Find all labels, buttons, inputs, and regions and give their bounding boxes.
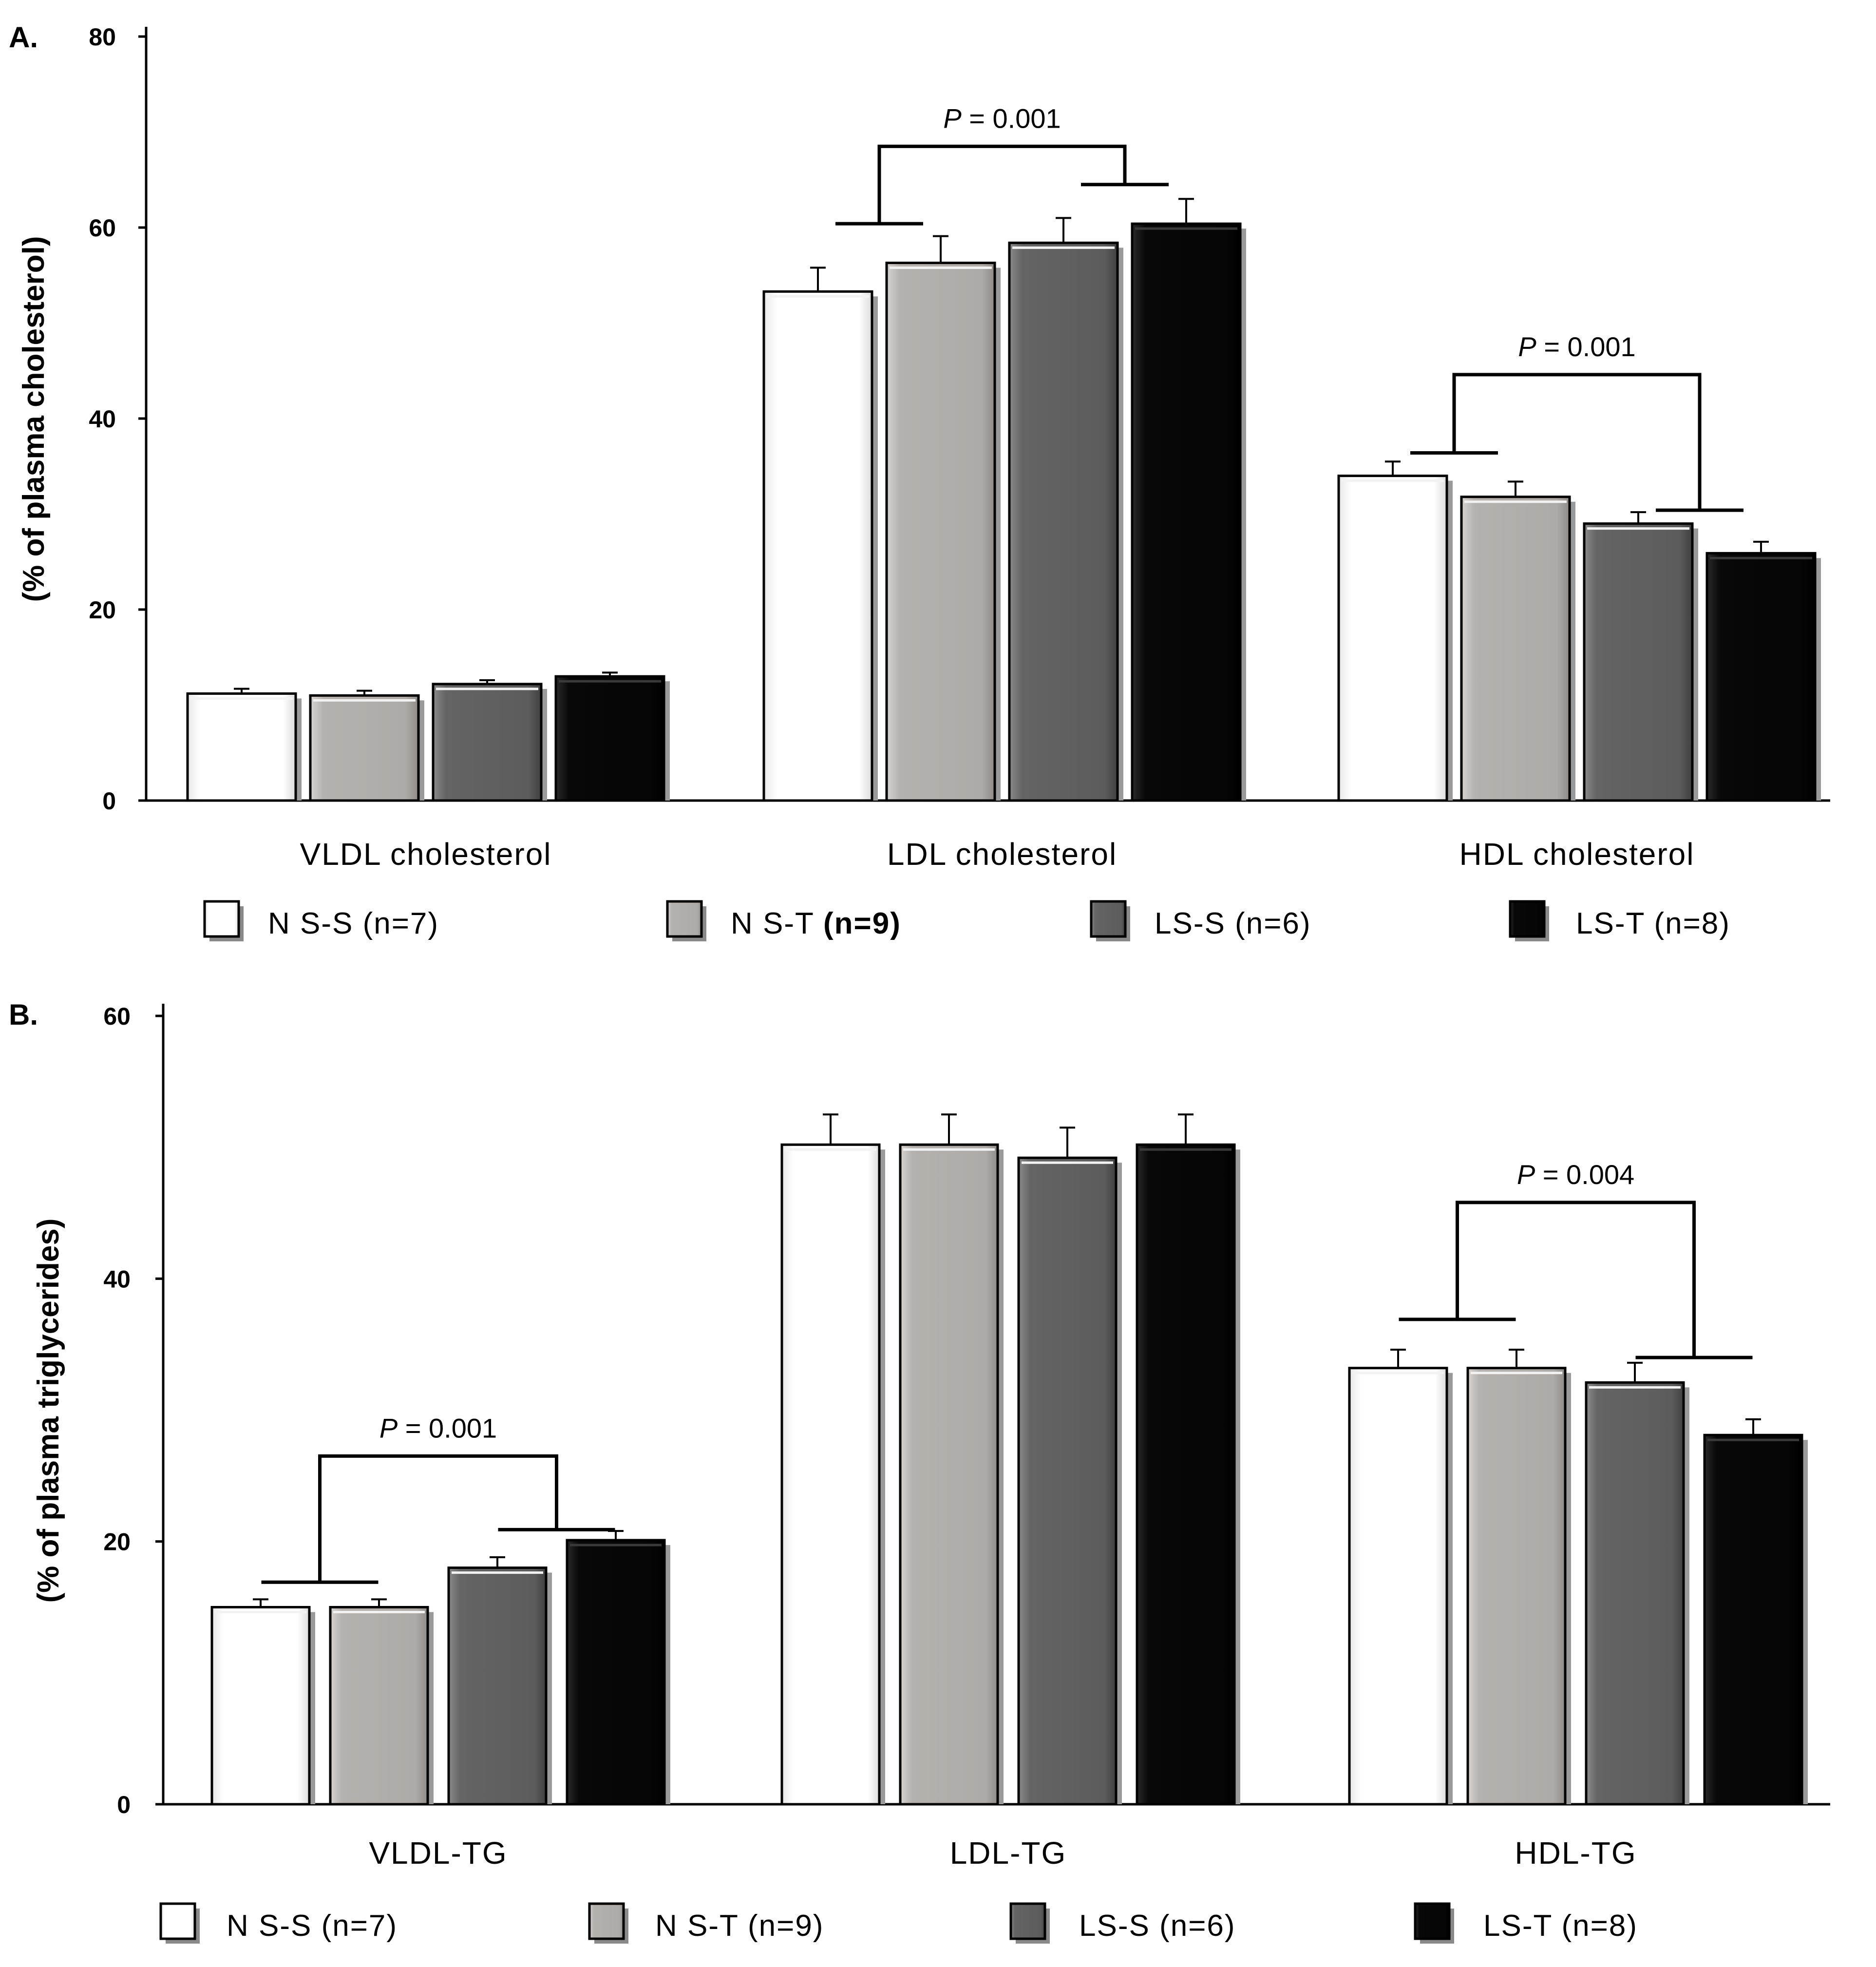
y-tick-label: 60 bbox=[103, 1003, 131, 1030]
category-label: LDL-TG bbox=[950, 1835, 1067, 1871]
bar-ns-s-3 bbox=[1348, 1367, 1448, 1806]
legend-text: LS-T (n=8) bbox=[1576, 907, 1730, 940]
p-value-label: P = 0.001 bbox=[1518, 331, 1635, 362]
legend-swatch-ls-t bbox=[1509, 900, 1546, 938]
bar-ns-s-1 bbox=[210, 1606, 311, 1806]
significance-bracket bbox=[1456, 1201, 1696, 1358]
y-tick-label: 20 bbox=[89, 596, 116, 624]
significance-bracket bbox=[877, 144, 1127, 224]
significance-bracket bbox=[318, 1454, 558, 1583]
p-value: = 0.001 bbox=[1536, 331, 1636, 362]
bar-ls-s-1 bbox=[432, 683, 543, 802]
bar-ns-s-2 bbox=[780, 1143, 881, 1806]
y-axis-label: (% of plasma cholesterol) bbox=[17, 236, 51, 602]
legend-text: LS-T (n=8) bbox=[1483, 1909, 1638, 1943]
legend-text-bold: (n=9) bbox=[823, 907, 901, 940]
y-tick-label: 80 bbox=[89, 23, 116, 51]
bar-ns-t-3 bbox=[1466, 1367, 1567, 1806]
bar-ns-t-2 bbox=[899, 1143, 999, 1806]
legend-swatch-ns-t bbox=[588, 1902, 625, 1940]
legend-swatch-ls-s bbox=[1090, 900, 1127, 938]
legend-label: N S-S (n=7) bbox=[227, 1909, 398, 1943]
y-tick-label: 0 bbox=[117, 1791, 131, 1818]
category-label: HDL cholesterol bbox=[1459, 837, 1695, 872]
category-label: VLDL cholesterol bbox=[300, 837, 552, 872]
legend-swatch-ns-s bbox=[203, 900, 240, 938]
p-value-label: P = 0.001 bbox=[379, 1413, 497, 1443]
bar-ns-t-3 bbox=[1460, 496, 1571, 802]
bar-ls-s-2 bbox=[1017, 1156, 1118, 1806]
p-symbol: P bbox=[1518, 331, 1536, 362]
panel-label: B. bbox=[9, 998, 38, 1031]
p-value-label: P = 0.001 bbox=[943, 103, 1061, 134]
category-label: LDL cholesterol bbox=[887, 837, 1117, 872]
bar-ls-t-3 bbox=[1705, 552, 1817, 802]
legend-label: LS-T (n=8) bbox=[1576, 907, 1730, 940]
panel-b: B. 0 20 40 60 (% of plasma triglycerides) VLDL… bbox=[9, 998, 1830, 1944]
legend-swatch-ns-t bbox=[666, 900, 703, 938]
panel-label: A. bbox=[9, 21, 38, 54]
p-value: = 0.004 bbox=[1535, 1159, 1634, 1190]
legend-text: N S-T (n=9) bbox=[655, 1909, 824, 1943]
bar-ls-t-1 bbox=[554, 675, 665, 802]
bar-ls-t-2 bbox=[1131, 222, 1242, 802]
legend-swatch-ls-t bbox=[1414, 1902, 1451, 1940]
bar-ns-t-2 bbox=[885, 262, 996, 802]
y-tick-label: 20 bbox=[103, 1528, 131, 1556]
p-value-label: P = 0.004 bbox=[1517, 1159, 1634, 1190]
bar-ns-s-3 bbox=[1337, 475, 1448, 802]
bar-ls-s-3 bbox=[1583, 522, 1694, 802]
legend-swatch-ns-s bbox=[159, 1902, 196, 1940]
y-axis-label: (% of plasma triglycerides) bbox=[32, 1218, 65, 1603]
legend-label: LS-S (n=6) bbox=[1079, 1909, 1236, 1943]
legend-label: N S-S (n=7) bbox=[268, 907, 439, 940]
p-symbol: P bbox=[379, 1413, 398, 1443]
y-tick-label: 60 bbox=[89, 214, 116, 242]
bar-ls-s-1 bbox=[447, 1566, 548, 1806]
legend-text: N S-S (n=7) bbox=[268, 907, 439, 940]
bar-ls-s-2 bbox=[1008, 241, 1119, 802]
bar-ns-t-1 bbox=[329, 1606, 429, 1806]
y-tick-label: 0 bbox=[102, 787, 116, 815]
y-tick-label: 40 bbox=[89, 405, 116, 433]
significance-bracket bbox=[1452, 373, 1702, 511]
legend-text: LS-S (n=6) bbox=[1155, 907, 1311, 940]
p-symbol: P bbox=[1517, 1159, 1535, 1190]
legend-text: N S-T bbox=[731, 907, 823, 940]
p-symbol: P bbox=[943, 103, 961, 134]
legend-label: LS-S (n=6) bbox=[1155, 907, 1311, 940]
p-value: = 0.001 bbox=[962, 103, 1061, 134]
y-tick-label: 40 bbox=[103, 1265, 131, 1293]
bar-ls-s-3 bbox=[1585, 1381, 1685, 1806]
legend-text: N S-S (n=7) bbox=[227, 1909, 398, 1943]
legend-swatch-ls-s bbox=[1009, 1902, 1046, 1940]
bar-ls-t-3 bbox=[1703, 1433, 1803, 1806]
bar-ns-s-2 bbox=[762, 290, 873, 802]
bar-ns-t-1 bbox=[309, 694, 420, 802]
legend-label: LS-T (n=8) bbox=[1483, 1909, 1638, 1943]
legend-label: N S-T (n=9) bbox=[731, 907, 901, 940]
legend-text: LS-S (n=6) bbox=[1079, 1909, 1236, 1943]
p-value: = 0.001 bbox=[398, 1413, 497, 1443]
bar-ls-t-2 bbox=[1136, 1143, 1236, 1806]
category-label: HDL-TG bbox=[1515, 1835, 1636, 1871]
category-label: VLDL-TG bbox=[369, 1835, 507, 1871]
legend-label: N S-T (n=9) bbox=[655, 1909, 824, 1943]
bar-ns-s-1 bbox=[186, 692, 297, 802]
bar-ls-t-1 bbox=[566, 1539, 666, 1806]
panel-a: A. 0 20 40 60 80 (% of plasma cholesterol) VLDL… bbox=[9, 21, 1830, 941]
